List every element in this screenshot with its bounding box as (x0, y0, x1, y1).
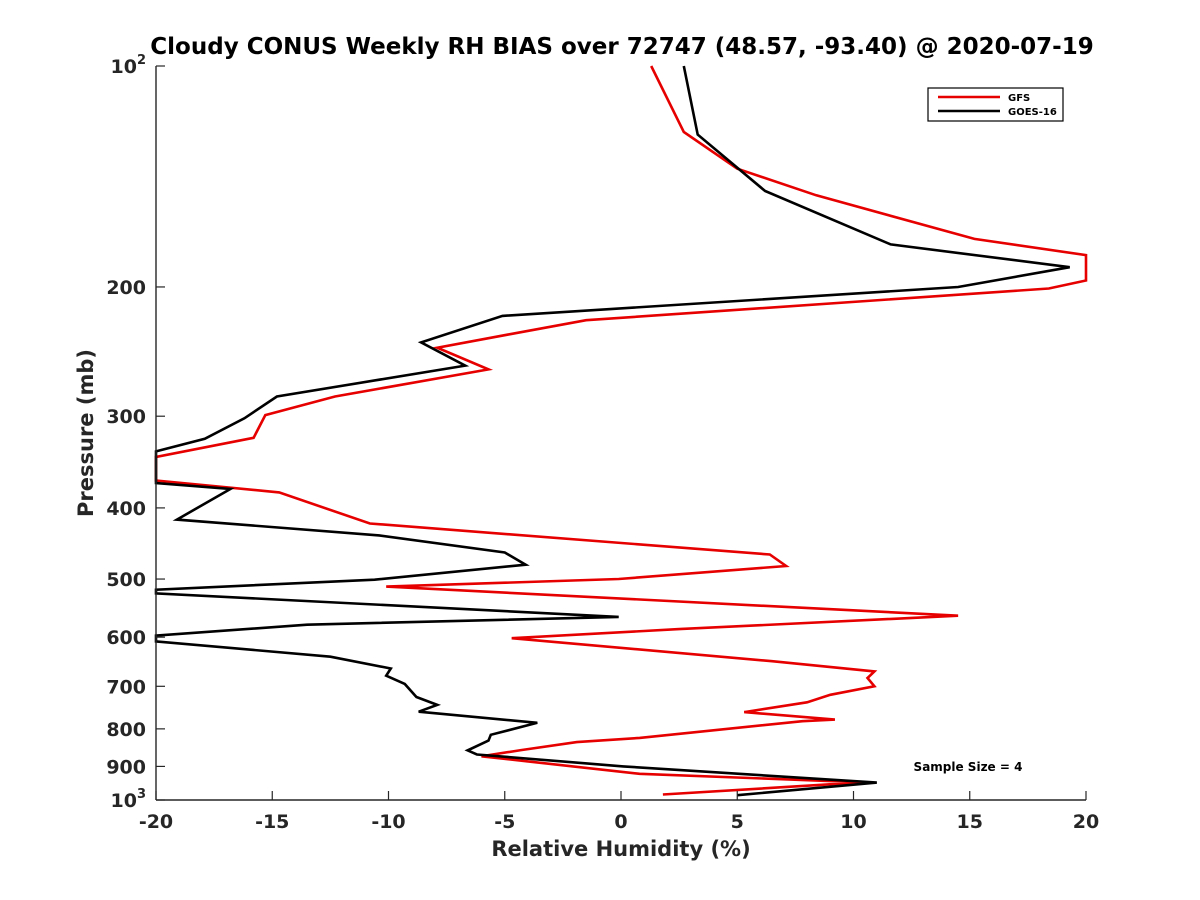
series-line-gfs (154, 65, 1088, 796)
y-ticks: 102 200 300 400 500 600 700 800 900 103 (106, 53, 165, 812)
legend-label-gfs: GFS (1008, 93, 1030, 104)
y-tick-label: 102 (111, 53, 147, 78)
y-tick-label: 600 (106, 627, 146, 649)
x-tick-label: -20 (139, 811, 173, 833)
chart-title: Cloudy CONUS Weekly RH BIAS over 72747 (… (150, 34, 1093, 60)
y-tick-label: 400 (106, 498, 146, 520)
y-tick-label: 200 (106, 277, 146, 299)
x-tick-label: 10 (840, 811, 866, 833)
y-tick-label: 800 (106, 719, 146, 741)
sample-size-annotation: Sample Size = 4 (914, 760, 1023, 774)
x-tick-label: 0 (614, 811, 627, 833)
legend-label-goes16: GOES-16 (1008, 107, 1057, 118)
y-tick-label: 700 (106, 676, 146, 698)
y-axis-title: Pressure (mb) (74, 349, 98, 517)
y-tick-label: 500 (106, 569, 146, 591)
x-tick-label: 15 (957, 811, 983, 833)
y-tick-label: 300 (106, 406, 146, 428)
legend-box (927, 87, 1064, 122)
x-tick-label: 20 (1073, 811, 1099, 833)
x-tick-label: -10 (371, 811, 405, 833)
plot-frame (156, 66, 1086, 800)
x-tick-label: -5 (494, 811, 515, 833)
x-axis-title: Relative Humidity (%) (491, 837, 750, 861)
x-ticks: -20 -15 -10 -5 0 5 10 15 20 (139, 791, 1099, 833)
series-line-goes16 (154, 65, 1070, 797)
x-tick-label: -15 (255, 811, 289, 833)
legend: GFS GOES-16 (927, 87, 1064, 122)
series-layer (154, 65, 1088, 797)
x-tick-label: 5 (731, 811, 744, 833)
y-tick-label: 900 (106, 756, 146, 778)
y-tick-label: 103 (111, 787, 147, 812)
